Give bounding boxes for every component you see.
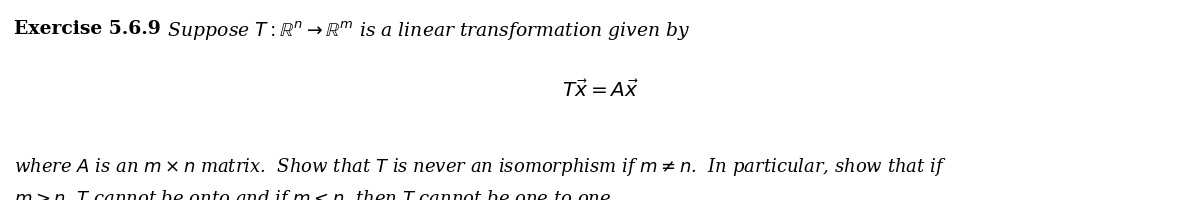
Text: $m > n$, $T$ cannot be onto and if $m < n$, then $T$ cannot be one to one.: $m > n$, $T$ cannot be onto and if $m < … xyxy=(14,188,617,200)
Text: $T\vec{x} = A\vec{x}$: $T\vec{x} = A\vec{x}$ xyxy=(562,79,638,101)
Text: where $A$ is an $m \times n$ matrix.  Show that $T$ is never an isomorphism if $: where $A$ is an $m \times n$ matrix. Sho… xyxy=(14,156,947,178)
Text: Exercise 5.6.9: Exercise 5.6.9 xyxy=(14,20,161,38)
Text: Suppose $T : \mathbb{R}^n \rightarrow \mathbb{R}^m$ is a linear transformation g: Suppose $T : \mathbb{R}^n \rightarrow \m… xyxy=(162,20,690,43)
